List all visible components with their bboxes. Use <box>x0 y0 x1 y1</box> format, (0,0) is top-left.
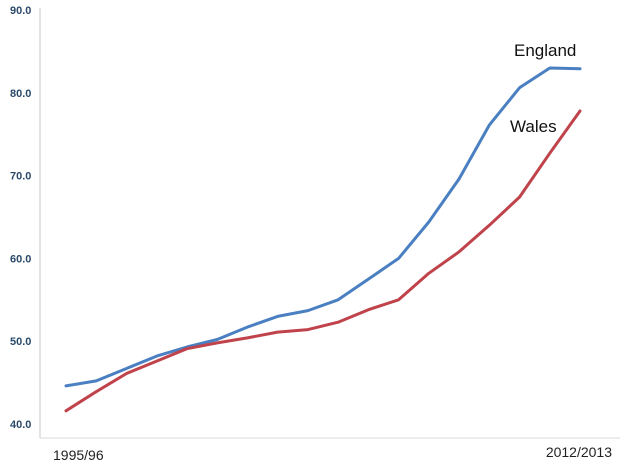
y-tick-label: 50.0 <box>10 336 31 348</box>
y-tick-label: 60.0 <box>10 253 31 265</box>
series-label-wales: Wales <box>510 117 557 136</box>
series-label-england: England <box>514 41 576 60</box>
y-tick-label: 80.0 <box>10 88 31 100</box>
y-tick-label: 70.0 <box>10 171 31 183</box>
x-tick-label-end: 2012/2013 <box>546 444 612 460</box>
y-tick-label: 40.0 <box>10 419 31 431</box>
series-lines <box>64 66 582 413</box>
y-tick-labels: 90.0 80.0 70.0 60.0 50.0 40.0 <box>10 5 31 431</box>
series-line-wales <box>64 109 582 413</box>
x-tick-label-start: 1995/96 <box>53 447 104 463</box>
y-tick-label: 90.0 <box>10 5 31 17</box>
axes <box>39 8 620 439</box>
series-line-england <box>64 66 582 388</box>
series-labels: England Wales <box>510 41 576 136</box>
